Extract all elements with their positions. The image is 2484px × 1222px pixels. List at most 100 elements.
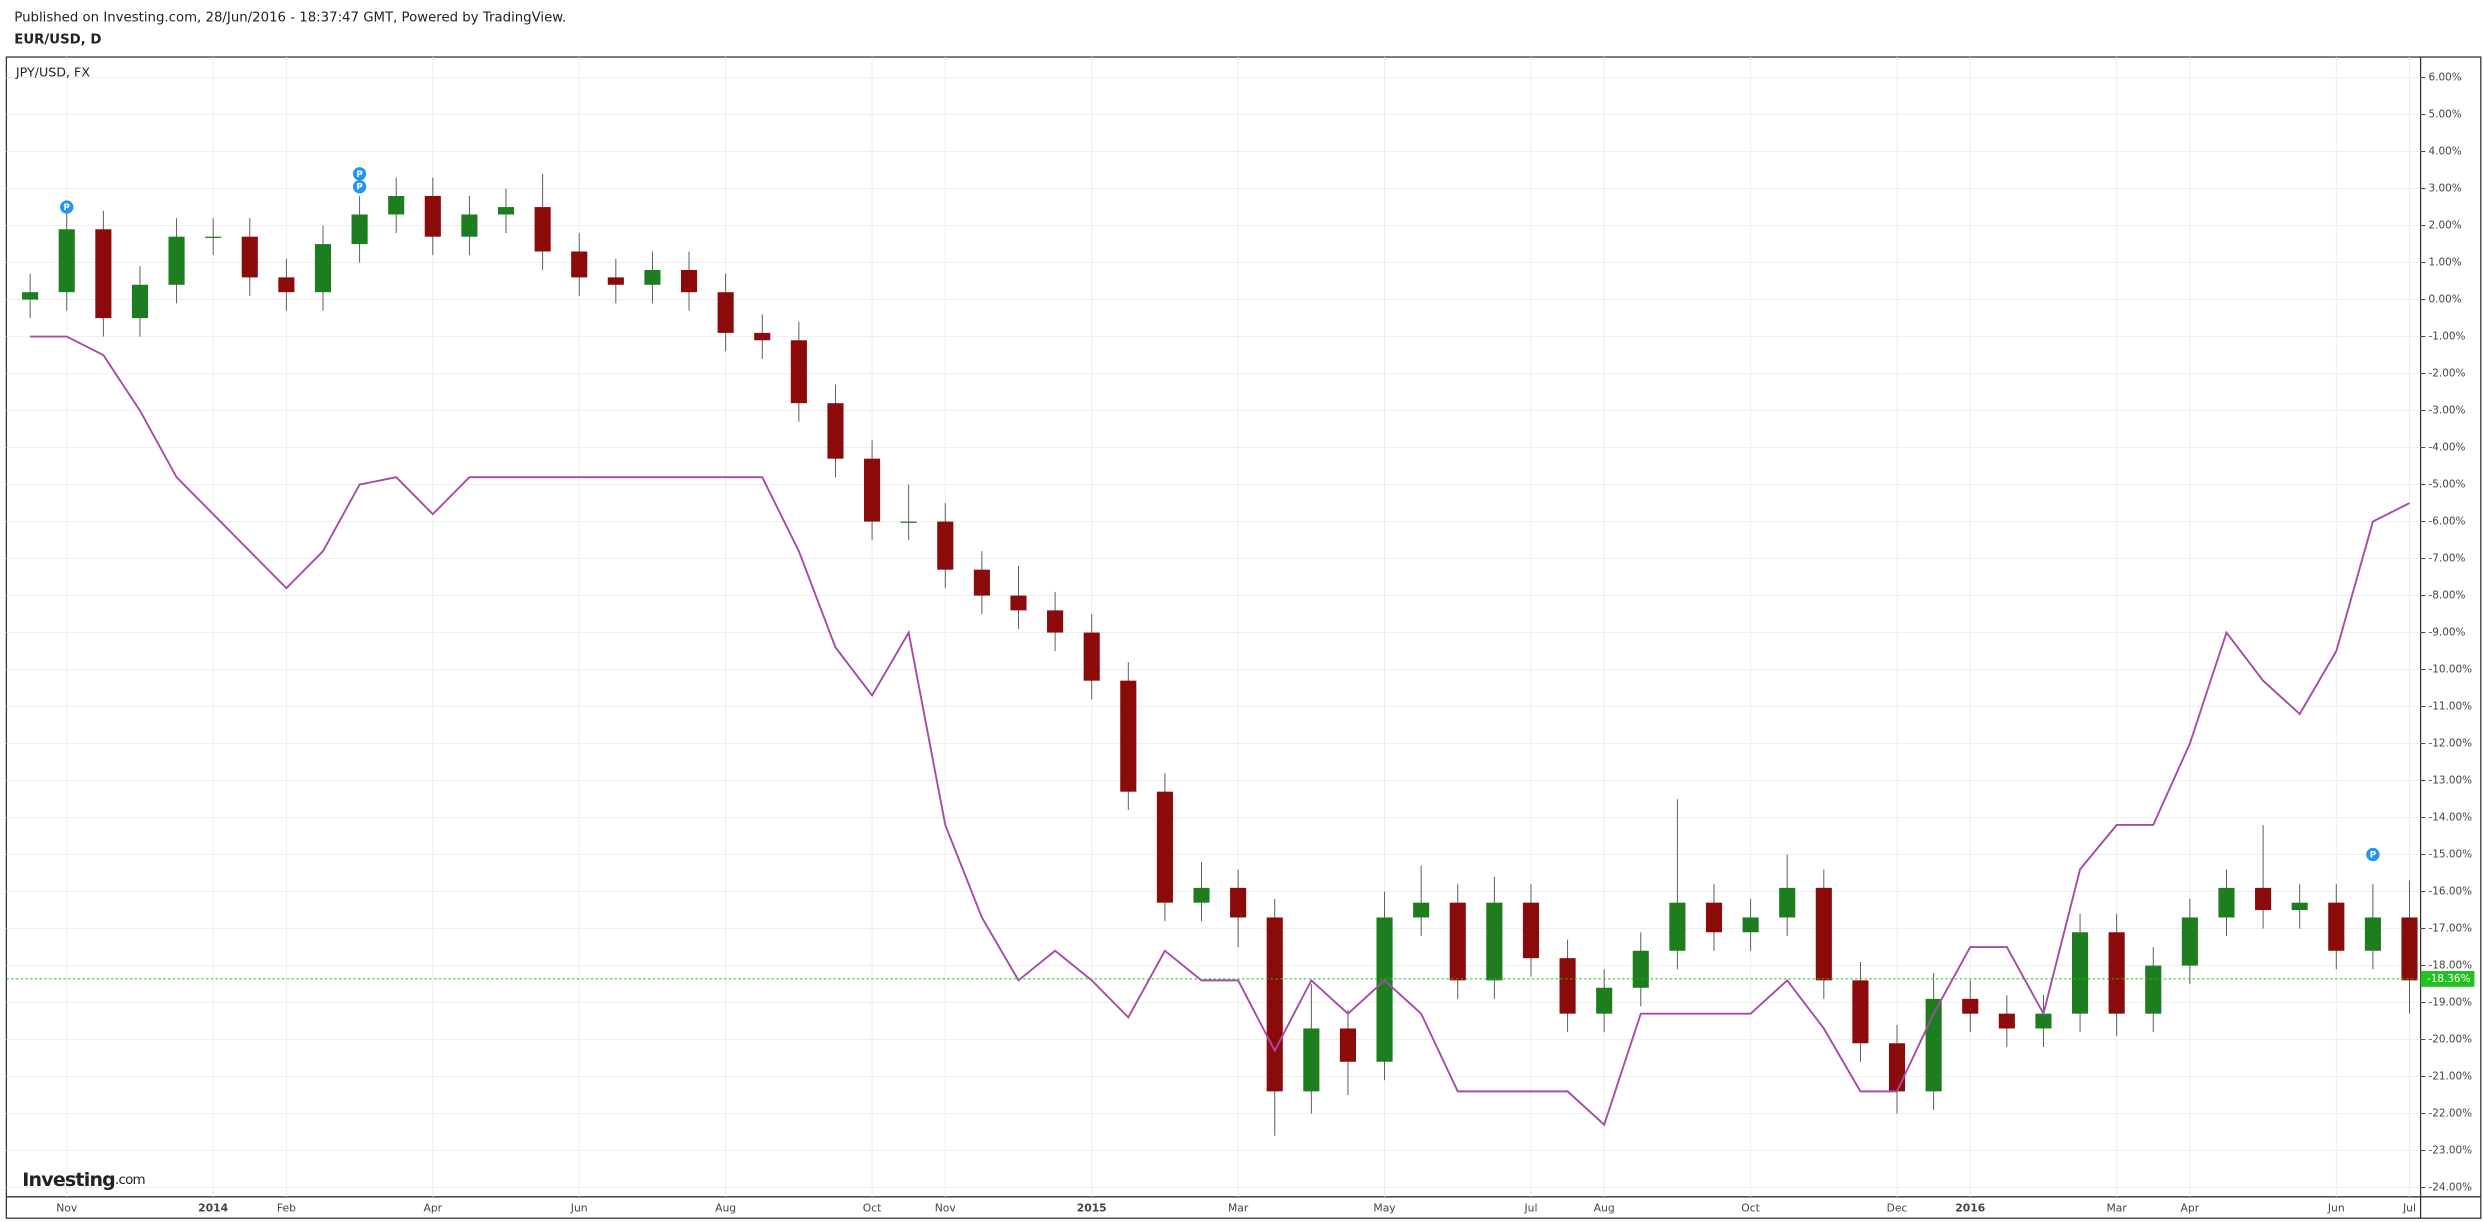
x-tick-label: Nov [56, 1202, 78, 1215]
last-value-tag [2420, 970, 2475, 987]
candle-body [314, 244, 332, 293]
x-tick-label: Aug [1594, 1202, 1615, 1215]
x-tick-label: May [1373, 1202, 1396, 1215]
candle-body [937, 521, 954, 570]
annotation-label: P [2370, 851, 2377, 861]
candle-body [1632, 950, 1649, 988]
candle-body [1888, 1043, 1906, 1092]
candle-body [973, 569, 990, 596]
candle-body [1010, 595, 1027, 611]
y-tick-label: 4.00% [2429, 146, 2462, 158]
y-tick-label: -2.00% [2429, 368, 2466, 380]
candle-body [1156, 791, 1173, 903]
candle-body [2328, 902, 2345, 951]
candle-body [1120, 680, 1137, 792]
y-tick-label: 5.00% [2429, 109, 2462, 121]
y-tick-label: -22.00% [2429, 1108, 2473, 1120]
x-tick-label: Jun [2327, 1202, 2345, 1215]
logo-name: Investing [22, 1169, 115, 1191]
candle-body [2145, 965, 2162, 1014]
logo: Investing.com [22, 1169, 145, 1191]
candle-body [790, 340, 807, 404]
annotation-label: P [64, 203, 71, 213]
y-tick-label: 3.00% [2429, 183, 2462, 195]
x-tick-label: Aug [715, 1202, 736, 1215]
candle-body [1522, 902, 1540, 959]
y-tick-label: -9.00% [2429, 627, 2466, 639]
line-series [30, 335, 2410, 1127]
candle-body [241, 236, 258, 278]
y-tick-label: -10.00% [2429, 664, 2473, 676]
candle-body [388, 195, 405, 215]
candle-body [1193, 887, 1210, 903]
candle-body [680, 269, 698, 293]
x-tick-label: Jul [1523, 1202, 1537, 1215]
candle-body [278, 277, 295, 293]
candle-body [2364, 917, 2381, 951]
x-tick-label: Jun [570, 1202, 588, 1215]
y-tick-label: 0.00% [2429, 294, 2462, 306]
x-tick-label: 2016 [1955, 1202, 1985, 1215]
y-tick-label: -11.00% [2429, 701, 2473, 713]
y-tick-label: -24.00% [2429, 1182, 2473, 1194]
candle-body [1376, 917, 1393, 1062]
annotation-marker [60, 200, 74, 214]
x-tick-label: 2015 [1077, 1202, 1107, 1215]
y-tick-label: -18.00% [2429, 960, 2473, 972]
x-tick-label: Jul [2402, 1202, 2416, 1215]
annotation-label: P [356, 170, 363, 180]
x-tick-label: Apr [423, 1202, 442, 1215]
x-tick-label: Nov [935, 1202, 957, 1215]
candle-body [1779, 887, 1796, 918]
legend-entry: JPY/USD, FX [15, 64, 90, 79]
candle-body [424, 195, 441, 237]
candle-body [827, 403, 844, 459]
x-tick-label: 2014 [198, 1202, 228, 1215]
candle-body [2218, 887, 2235, 918]
candle-body [58, 229, 75, 293]
candle-body [2072, 932, 2089, 1014]
y-tick-label: -5.00% [2429, 479, 2466, 491]
candle-body [2181, 917, 2198, 966]
candle-body [1962, 998, 1979, 1014]
x-tick-label: Dec [1887, 1202, 1908, 1215]
y-tick-label: 6.00% [2429, 72, 2462, 84]
candle-body [95, 229, 112, 319]
candle-body [2035, 1013, 2052, 1029]
y-tick-label: -3.00% [2429, 405, 2466, 417]
y-tick-label: -20.00% [2429, 1034, 2473, 1046]
candle-body [1339, 1028, 1356, 1062]
candle-body [22, 292, 39, 300]
x-tick-label: Feb [277, 1202, 296, 1215]
y-tick-label: -19.00% [2429, 997, 2473, 1009]
candle-body [1669, 902, 1686, 951]
annotation-marker [352, 180, 367, 194]
y-tick-label: 1.00% [2429, 257, 2462, 269]
y-tick-label: -16.00% [2429, 886, 2473, 898]
x-tick-label: Oct [863, 1202, 882, 1215]
chart-frame [5, 56, 2482, 1219]
y-tick-label: -12.00% [2429, 738, 2473, 750]
candle-body [1303, 1028, 1320, 1092]
candle-body [1596, 987, 1613, 1014]
candle-body [1486, 902, 1503, 981]
x-tick-label: Mar [1228, 1202, 1249, 1215]
candle-body [571, 251, 588, 278]
candle-body [1266, 917, 1283, 1092]
candle-body [644, 269, 661, 285]
y-tick-label: -17.00% [2429, 923, 2473, 935]
x-tick-label: Apr [2181, 1202, 2200, 1215]
candle-body [1815, 887, 1832, 981]
candle-body [717, 292, 734, 333]
published-note: Published on Investing.com, 28/Jun/2016 … [14, 10, 566, 25]
annotation-marker [2366, 847, 2380, 862]
annotation-label: P [356, 183, 363, 193]
candle-body [1998, 1013, 2015, 1029]
candle-body [497, 207, 515, 215]
candle-body [1047, 610, 1064, 633]
last-value-label: -18.36% [2427, 973, 2471, 985]
candle-body [205, 236, 222, 238]
